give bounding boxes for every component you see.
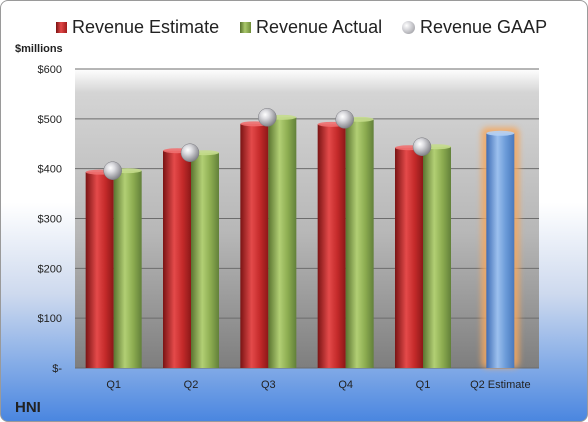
legend-swatch-gaap [402,21,415,34]
bar-q2-estimate-top [486,130,515,136]
y-tick-label: $100 [38,313,62,325]
x-tick-label: Q1 [416,379,431,391]
marker-revenue-gaap [258,108,277,127]
bar-revenue-estimate [317,124,346,368]
marker-revenue-gaap [180,143,200,162]
legend-item-actual: Revenue Actual [240,17,382,38]
legend-item-estimate: Revenue Estimate [56,17,219,38]
y-tick-label: $- [52,363,62,375]
marker-revenue-gaap [412,137,432,156]
bar-revenue-actual [423,146,451,368]
bar-revenue-estimate [163,150,191,368]
legend-item-gaap: Revenue GAAP [402,17,547,38]
marker-revenue-gaap [335,110,354,129]
legend-swatch-actual [240,22,251,33]
y-tick-label: $500 [38,114,62,126]
bar-revenue-estimate [240,123,269,368]
company-ticker: HNI [15,399,41,416]
y-tick-label: $200 [38,263,62,275]
bar-revenue-actual [191,152,219,368]
x-tick-label: Q2 Estimate [470,379,531,391]
legend: Revenue Estimate Revenue Actual Revenue … [1,13,587,45]
legend-label-actual: Revenue Actual [256,17,383,37]
x-tick-label: Q2 [184,379,199,391]
bar-revenue-actual [345,119,374,368]
y-tick-label: $600 [38,64,62,76]
y-axis-unit-label: $millions [15,43,63,55]
bar-q2-estimate [486,133,515,368]
legend-swatch-estimate [56,22,67,33]
bar-revenue-estimate [85,172,114,368]
y-tick-label: $400 [38,164,62,176]
bar-revenue-estimate [395,147,423,368]
x-tick-label: Q4 [338,379,353,391]
y-tick-label: $300 [38,214,62,226]
marker-revenue-gaap [103,161,122,180]
legend-label-estimate: Revenue Estimate [72,17,220,37]
bar-revenue-actual [113,170,142,368]
legend-label-gaap: Revenue GAAP [420,17,548,37]
x-tick-label: Q1 [106,379,121,391]
bar-revenue-actual [268,117,297,368]
x-tick-label: Q3 [261,379,276,391]
